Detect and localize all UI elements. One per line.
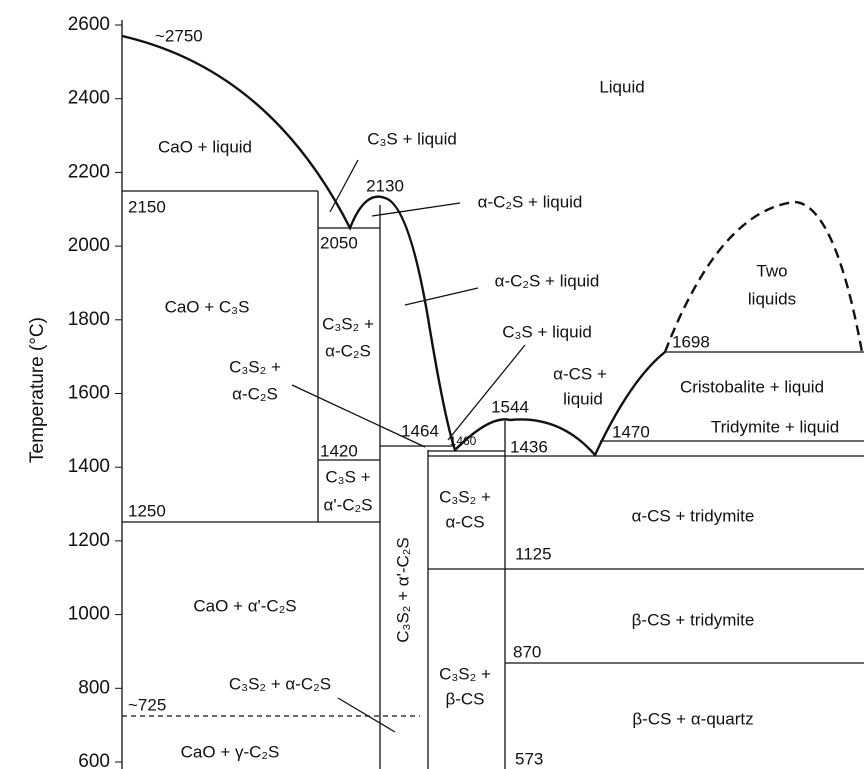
region-label: 573	[515, 749, 543, 768]
region-label: α-C₂S	[325, 341, 371, 360]
leader	[291, 384, 426, 448]
tick-label: 2400	[68, 88, 110, 109]
tick-label: 2600	[68, 14, 110, 35]
region-label: liquids	[748, 289, 796, 308]
region-label: CaO + C₃S	[165, 297, 250, 316]
region-label: liquid	[563, 389, 603, 408]
region-label: 1464	[401, 421, 439, 440]
tick-label: 2000	[68, 235, 110, 256]
region-label: 1698	[672, 332, 710, 351]
region-label: CaO + α'-C₂S	[193, 596, 296, 615]
region-label: C₃S₂ + α-C₂S	[229, 674, 331, 693]
region-label: C₃S +	[325, 467, 370, 486]
leader	[371, 202, 461, 217]
region-label: CaO + liquid	[158, 137, 252, 156]
region-label: CaO + γ-C₂S	[181, 742, 280, 761]
tick-label: 1800	[68, 309, 110, 330]
tick-label: 600	[78, 751, 110, 769]
region-label: 1125	[515, 544, 552, 563]
region-label: C₃S₂ +	[229, 357, 281, 376]
region-label: 1544	[491, 397, 529, 416]
tick-label: 2200	[68, 161, 110, 182]
region-label: C₃S₂ + α'-C₂S	[393, 537, 412, 642]
region-label: 2050	[320, 233, 358, 252]
region-label: ~725	[128, 695, 166, 714]
tick-label: 800	[78, 677, 110, 698]
region-label: β-CS + α-quartz	[632, 709, 753, 728]
region-label: α-CS + tridymite	[632, 506, 755, 525]
tick-label: 1400	[68, 456, 110, 477]
tick-label: 1200	[68, 530, 110, 551]
miscibility-dome	[663, 200, 864, 353]
region-label: ~2750	[155, 26, 203, 45]
region-label: C₃S + liquid	[502, 322, 592, 341]
region-label: 870	[513, 642, 541, 661]
region-label: Cristobalite + liquid	[680, 377, 824, 396]
leader	[447, 344, 526, 441]
region-label: C₃S₂ +	[322, 314, 374, 333]
region-label: C₃S₂ +	[439, 664, 491, 683]
leader	[329, 159, 359, 213]
region-label: Liquid	[599, 77, 644, 96]
leader	[337, 697, 396, 733]
region-label: 2150	[128, 197, 166, 216]
region-label: α-C₂S + liquid	[478, 192, 583, 211]
leader	[404, 287, 479, 306]
region-label: 1420	[320, 441, 358, 460]
region-label: α-CS	[445, 512, 484, 531]
axis-label: Temperature (°C)	[27, 317, 48, 463]
region-label: α'-C₂S	[324, 495, 373, 514]
region-label: α-C₂S	[232, 384, 278, 403]
region-label: 2130	[366, 176, 404, 195]
region-label: 1460	[450, 434, 477, 448]
region-label: α-C₂S + liquid	[495, 271, 600, 290]
region-label: C₃S₂ +	[439, 487, 491, 506]
liquidus	[121, 34, 666, 458]
region-label: α-CS +	[553, 364, 607, 383]
tick-label: 1000	[68, 604, 110, 625]
region-label: β-CS + tridymite	[632, 610, 755, 629]
region-label: 1470	[612, 422, 650, 441]
region-label: Two	[756, 261, 787, 280]
region-label: β-CS	[445, 689, 484, 708]
region-label: 1436	[510, 437, 548, 456]
tick-label: 1600	[68, 383, 110, 404]
region-label: Tridymite + liquid	[711, 417, 839, 436]
boundaries	[121, 20, 864, 769]
region-label: C₃S + liquid	[367, 129, 457, 148]
region-label: 1250	[128, 501, 166, 520]
